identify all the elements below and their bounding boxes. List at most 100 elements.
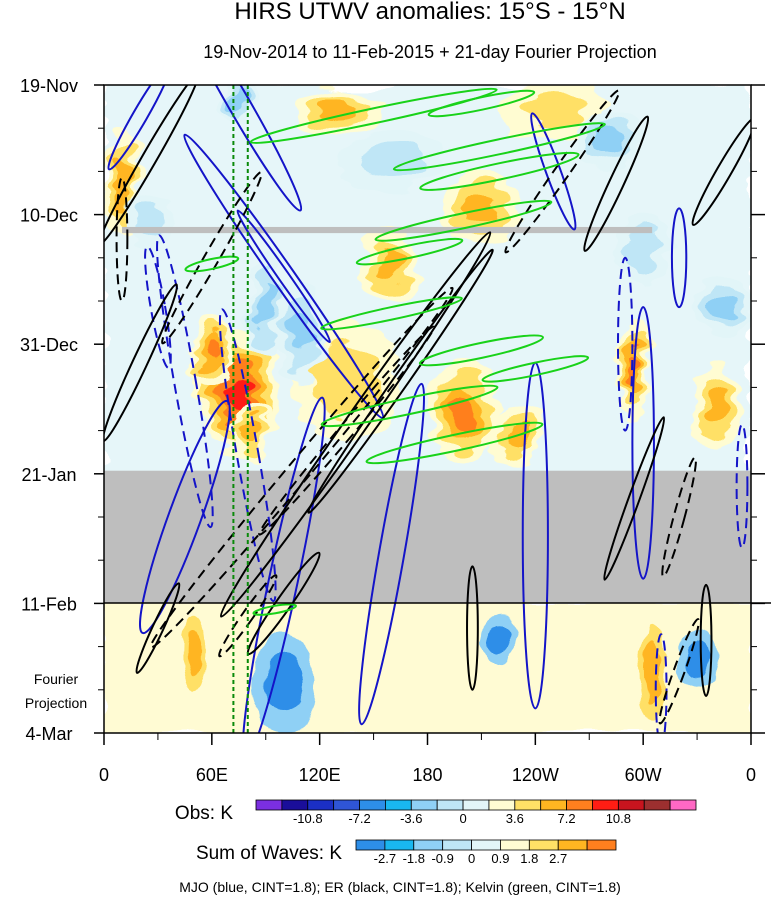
er-contour-18 [218, 574, 278, 658]
y-tick-label-5: 4-Mar [25, 724, 72, 744]
er-contour-1 [104, 283, 179, 443]
missing-data-band-0 [121, 226, 653, 234]
anomaly-cell-4-level-3 [378, 247, 405, 281]
obs-legend-swatch-9 [488, 799, 516, 811]
mjo-contour-5 [241, 396, 326, 733]
mjo-contour-11 [156, 234, 214, 529]
obs-legend-swatch-8 [462, 799, 490, 811]
wave-legend-tick-label-2: -0.9 [431, 851, 453, 866]
kelvin-contour-2 [392, 122, 606, 172]
mjo-contour-16 [654, 633, 668, 733]
wave-legend-swatch-2 [413, 839, 444, 851]
anomaly-cell-13-level-3 [290, 309, 313, 354]
anomaly-cell-20-level-2 [626, 228, 660, 275]
wave-legend-swatch-1 [384, 839, 415, 851]
wave-legend-swatch-6 [528, 839, 559, 851]
mjo-contour-1 [236, 209, 331, 344]
obs-legend-tick-label-1: -7.2 [348, 811, 370, 826]
wave-legend-label: Sum of Waves: K [196, 843, 342, 864]
mjo-contour-8 [631, 306, 655, 580]
er-contour-9 [699, 583, 713, 697]
anomaly-cell-1-level-4 [204, 337, 220, 364]
obs-colorbar: -10.8 -7.2 -3.6 0 3.6 7.2 10.8 [255, 799, 697, 826]
er-contour-12 [161, 171, 263, 345]
wave-legend-swatch-0 [355, 839, 386, 851]
x-tick-label-4: 120W [512, 765, 559, 785]
obs-legend-tick-label-6: 10.8 [606, 811, 631, 826]
mjo-contour-14 [617, 256, 634, 432]
kelvin-contour-1 [427, 89, 536, 118]
x-tick-label-6: 0 [746, 765, 756, 785]
mjo-contour-9 [530, 112, 577, 231]
wave-legend-swatch-8 [586, 839, 617, 851]
chart-subtitle: 19-Nov-2014 to 11-Feb-2015 + 21-day Four… [203, 42, 656, 62]
obs-legend-swatch-3 [333, 799, 360, 811]
obs-legend-swatch-15 [643, 799, 671, 811]
x-tick-label-5: 60W [625, 765, 662, 785]
kelvin-contour-6 [320, 296, 463, 331]
anomaly-cell-14-level-3 [257, 282, 274, 332]
obs-legend-swatch-2 [307, 799, 335, 811]
kelvin-contour-5 [355, 237, 464, 266]
y-tick-label-2: 31-Dec [20, 335, 78, 355]
er-contour-17 [658, 618, 700, 725]
mjo-contour-12 [218, 308, 277, 603]
anomaly-cell-18-level-2 [358, 140, 425, 179]
obs-legend-swatch-11 [540, 799, 567, 811]
anomaly-cell-6-level-3 [506, 423, 529, 451]
anomaly-cell-25-level-2 [683, 639, 711, 678]
er-contour-3 [307, 248, 494, 514]
mjo-contour-15 [735, 423, 749, 549]
kelvin-contour-4 [374, 199, 553, 242]
wave-legend-tick-label-4: 0.9 [491, 851, 509, 866]
wave-legend-swatch-4 [471, 839, 501, 851]
er-contour-0 [104, 85, 200, 246]
obs-legend-swatch-10 [514, 799, 542, 811]
mjo-contour-4 [139, 399, 231, 635]
y-tick-label-1: 10-Dec [20, 206, 78, 226]
anomaly-cell-10-level-3 [317, 98, 358, 121]
mjo-contour-3 [107, 85, 173, 171]
anomaly-cell-9-level-3 [703, 386, 727, 426]
obs-legend-tick-label-5: 7.2 [558, 811, 576, 826]
er-contour-6 [466, 565, 479, 691]
er-contour-11 [115, 176, 129, 303]
obs-legend-tick-label-4: 3.6 [506, 811, 524, 826]
er-contour-16 [661, 456, 697, 578]
obs-legend-swatch-4 [359, 799, 386, 811]
kelvin-contour-0 [249, 87, 498, 144]
er-contour-2 [219, 231, 492, 618]
obs-legend-swatch-0 [255, 799, 283, 811]
obs-legend-swatch-14 [617, 799, 645, 811]
y-tick-label-3: 21-Jan [21, 465, 76, 485]
obs-legend-tick-label-0: -10.8 [293, 811, 323, 826]
anomaly-cell-11-level-2 [520, 90, 587, 129]
anomaly-cell-7-level-3 [463, 191, 499, 225]
projection-label-line1: Fourier [34, 671, 79, 687]
wave-legend-tick-label-1: -1.8 [403, 851, 425, 866]
obs-legend-swatch-13 [592, 799, 619, 811]
wave-legend-tick-label-0: -2.7 [374, 851, 396, 866]
wave-legend-tick-label-3: 0 [468, 851, 475, 866]
er-contour-7 [583, 115, 650, 252]
obs-legend-swatch-7 [436, 799, 464, 811]
obs-legend-tick-label-2: -3.6 [400, 811, 422, 826]
wave-legend-swatch-7 [557, 839, 588, 851]
mjo-contour-2 [175, 85, 303, 212]
kelvin-contour-8 [320, 384, 499, 428]
x-tick-label-0: 0 [99, 765, 109, 785]
anomaly-cell-21-level-2 [186, 629, 202, 676]
obs-legend-swatch-12 [566, 799, 593, 811]
obs-legend-label: Obs: K [175, 803, 233, 824]
anomaly-cell-15-level-3 [230, 92, 247, 115]
anomaly-cell-19-level-3 [592, 126, 622, 155]
y-tick-label-0: 19-Nov [20, 76, 78, 96]
contour-key-footer: MJO (blue, CINT=1.8); ER (black, CINT=1.… [179, 879, 621, 895]
wave-legend-swatch-3 [442, 839, 472, 851]
obs-legend-swatch-1 [281, 799, 309, 811]
x-tick-label-3: 180 [412, 765, 442, 785]
anomaly-cell-16-level-3 [712, 293, 736, 321]
mjo-contour-6 [358, 382, 426, 726]
er-contour-8 [603, 416, 666, 581]
